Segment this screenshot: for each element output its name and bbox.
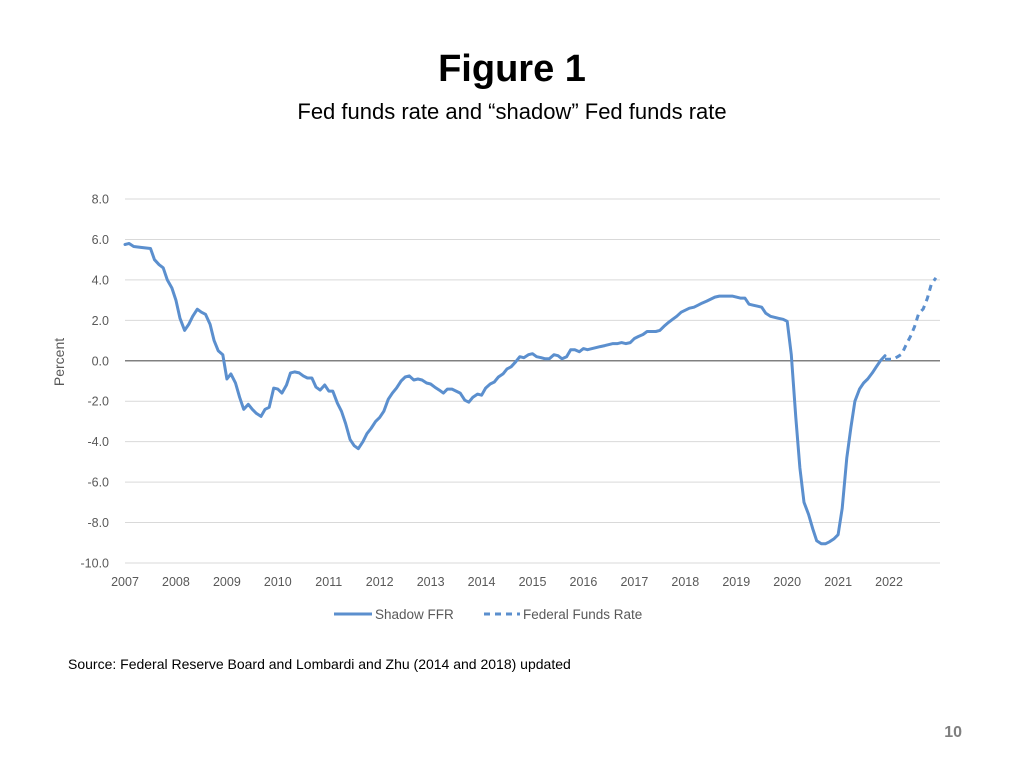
x-tick-label: 2007: [111, 575, 139, 589]
x-tick-label: 2015: [519, 575, 547, 589]
figure-subtitle: Fed funds rate and “shadow” Fed funds ra…: [297, 99, 727, 124]
x-tick-label: 2021: [824, 575, 852, 589]
y-tick-label: 6.0: [92, 233, 109, 247]
chart-container: 8.0 6.0 4.0 2.0 0.0 -2.0 -4.0 -6.0 -8.0 -10.0 200…: [0, 180, 1024, 630]
x-tick-label: 2014: [468, 575, 496, 589]
y-tick-label: -6.0: [87, 476, 109, 490]
y-tick-label: 4.0: [92, 273, 109, 287]
y-tick-label: 8.0: [92, 193, 109, 207]
legend: Shadow FFR Federal Funds Rate: [334, 607, 642, 622]
source-note: Source: Federal Reserve Board and Lombar…: [68, 656, 571, 672]
x-tick-label: 2009: [213, 575, 241, 589]
y-axis-ticks: 8.0 6.0 4.0 2.0 0.0 -2.0 -4.0 -6.0 -8.0 -10.0: [81, 193, 110, 571]
series-lines: [123, 242, 938, 546]
page-number: 10: [944, 724, 962, 741]
y-tick-label: 0.0: [92, 354, 109, 368]
series-line-shadow-ffr: [123, 242, 887, 546]
x-tick-label: 2008: [162, 575, 190, 589]
x-tick-label: 2018: [671, 575, 699, 589]
gridlines: [125, 198, 940, 564]
series-line-federal-funds-rate: [885, 277, 938, 361]
y-axis-title: Percent: [51, 338, 67, 386]
x-tick-label: 2022: [875, 575, 903, 589]
y-tick-label: -2.0: [87, 395, 109, 409]
x-tick-label: 2012: [366, 575, 394, 589]
legend-label-shadow-ffr: Shadow FFR: [375, 607, 454, 622]
figure-title: Figure 1: [438, 48, 586, 90]
y-tick-label: -10.0: [81, 557, 110, 571]
x-axis-ticks: 2007 2008 2009 2010 2011 2012 2013 2014 2015 2016…: [111, 575, 903, 589]
y-tick-label: -8.0: [87, 516, 109, 530]
y-tick-label: -4.0: [87, 435, 109, 449]
x-tick-label: 2016: [570, 575, 598, 589]
legend-label-federal-funds-rate: Federal Funds Rate: [523, 607, 642, 622]
x-tick-label: 2020: [773, 575, 801, 589]
y-tick-label: 2.0: [92, 314, 109, 328]
line-chart: 8.0 6.0 4.0 2.0 0.0 -2.0 -4.0 -6.0 -8.0 -10.0 200…: [51, 193, 940, 622]
x-tick-label: 2013: [417, 575, 445, 589]
x-tick-label: 2011: [315, 575, 342, 589]
x-tick-label: 2019: [722, 575, 750, 589]
x-tick-label: 2010: [264, 575, 292, 589]
x-tick-label: 2017: [620, 575, 648, 589]
